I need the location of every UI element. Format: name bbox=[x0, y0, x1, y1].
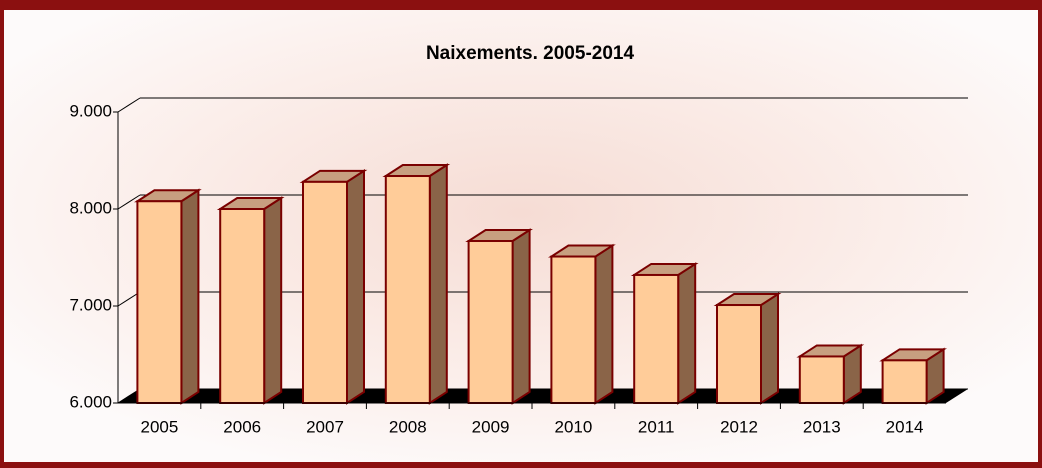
page: Naixements. 2005-2014 6.000 7.000 8.000 9.0… bbox=[0, 0, 1042, 468]
x-tick-label: 2010 bbox=[554, 417, 592, 436]
chart: Naixements. 2005-2014 6.000 7.000 8.000 9.0… bbox=[0, 0, 1042, 468]
bar-side bbox=[264, 198, 281, 403]
bar-side bbox=[513, 230, 530, 403]
x-tick-label: 2013 bbox=[803, 417, 841, 436]
chart-title: Naixements. 2005-2014 bbox=[426, 43, 635, 64]
bar bbox=[469, 241, 513, 403]
bar bbox=[137, 201, 181, 403]
bar bbox=[551, 257, 595, 403]
bar bbox=[220, 209, 264, 403]
x-tick-label: 2011 bbox=[638, 417, 675, 436]
x-tick-label: 2009 bbox=[472, 417, 510, 436]
bar-side bbox=[678, 264, 695, 403]
bar-side bbox=[181, 190, 198, 403]
x-tick-label: 2008 bbox=[389, 417, 427, 436]
bar-side bbox=[430, 165, 447, 403]
bar bbox=[634, 275, 678, 403]
y-tick-label: 6.000 bbox=[69, 392, 112, 411]
x-tick-label: 2005 bbox=[140, 417, 178, 436]
bar-side bbox=[347, 171, 364, 403]
y-tick-label: 7.000 bbox=[69, 295, 112, 314]
y-tick-label: 9.000 bbox=[69, 101, 112, 120]
bar bbox=[303, 182, 347, 403]
bar bbox=[386, 176, 430, 403]
x-tick-label: 2014 bbox=[886, 417, 924, 436]
y-tick-label: 8.000 bbox=[69, 198, 112, 217]
bar bbox=[800, 356, 844, 403]
x-tick-label: 2012 bbox=[720, 417, 758, 436]
x-tick-label: 2007 bbox=[306, 417, 344, 436]
bar bbox=[717, 305, 761, 403]
bar-side bbox=[595, 246, 612, 403]
bar-side bbox=[761, 294, 778, 403]
bar bbox=[883, 360, 927, 403]
x-tick-label: 2006 bbox=[223, 417, 261, 436]
